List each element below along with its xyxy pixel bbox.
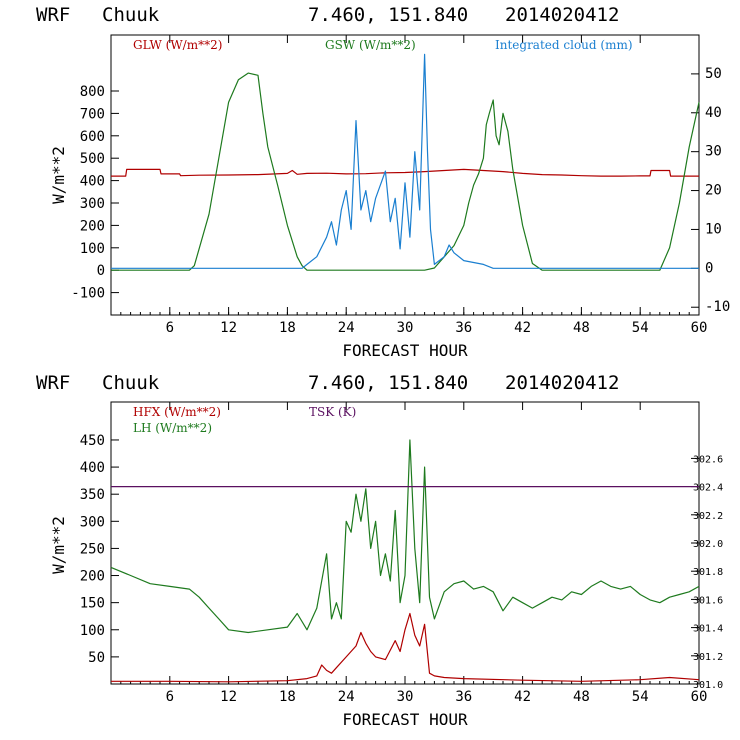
y-tick-label: 200 xyxy=(80,218,105,234)
y2-tick-label: -10 xyxy=(705,299,730,315)
series-line-glw xyxy=(111,168,699,177)
x-ticks-bottom: 6 12 18 24 30 36 42 48 54 60 xyxy=(110,402,708,705)
y2-tick-label: 301.0 xyxy=(693,680,723,691)
y2-ticks-top: -10 0 10 20 30 40 50 xyxy=(691,66,730,315)
y2-tick-label: 302.0 xyxy=(693,539,723,550)
y-tick-label: 600 xyxy=(80,129,105,145)
y-tick-label: 250 xyxy=(80,541,105,557)
x-tick-label: 6 xyxy=(166,320,174,336)
y-ticks-top: -100 0 100 200 300 400 500 600 700 800 xyxy=(71,84,119,302)
header-date-2: 2014020412 xyxy=(505,372,619,394)
y-tick-label: 100 xyxy=(80,623,105,639)
y2-tick-label: 302.4 xyxy=(693,483,723,494)
x-tick-label: 48 xyxy=(573,689,590,705)
x-tick-label: 54 xyxy=(632,689,649,705)
header-location: Chuuk xyxy=(102,4,160,26)
series-line-hfx xyxy=(111,612,700,683)
x-axis-label-bottom: FORECAST HOUR xyxy=(342,710,468,729)
x-tick-label: 24 xyxy=(338,689,355,705)
y2-tick-label: 10 xyxy=(705,221,722,237)
x-tick-label: 36 xyxy=(455,320,472,336)
x-tick-label: 24 xyxy=(338,320,355,336)
header-model-2: WRF xyxy=(36,372,70,394)
x-ticks-top: 6 12 18 24 30 36 42 48 54 60 xyxy=(110,35,708,336)
header-coords: 7.460, 151.840 xyxy=(308,4,468,26)
legend-lh: LH (W/m**2) xyxy=(133,421,212,435)
series-line-lh xyxy=(110,439,700,634)
y-axis-label-top: W/m**2 xyxy=(49,146,68,204)
x-tick-label: 30 xyxy=(397,689,414,705)
legend-cloud: Integrated cloud (mm) xyxy=(495,38,633,52)
y2-tick-label: 302.6 xyxy=(693,454,723,465)
legend-hfx: HFX (W/m**2) xyxy=(133,405,221,419)
header-coords-2: 7.460, 151.840 xyxy=(308,372,468,394)
x-axis-label-top: FORECAST HOUR xyxy=(342,341,468,360)
y-tick-label: 350 xyxy=(80,487,105,503)
chart-bottom: WRF Chuuk 7.460, 151.840 2014020412 6 12 1… xyxy=(36,372,723,729)
x-tick-label: 30 xyxy=(397,320,414,336)
x-tick-label: 36 xyxy=(455,689,472,705)
y-tick-label: 400 xyxy=(80,174,105,190)
series-line-gsw xyxy=(111,72,700,271)
y2-tick-label: 50 xyxy=(705,66,722,82)
y-tick-label: 0 xyxy=(97,263,105,279)
y2-ticks-bottom: 301.0 301.2 301.4 301.6 301.8 302.0 302.2 302.4… xyxy=(691,454,723,691)
y-tick-label: 800 xyxy=(80,84,105,100)
y-tick-label: 150 xyxy=(80,596,105,612)
y2-tick-label: 30 xyxy=(705,144,722,160)
y2-tick-label: 20 xyxy=(705,183,722,199)
header-date: 2014020412 xyxy=(505,4,619,26)
y2-tick-label: 301.4 xyxy=(693,624,723,635)
header-location-2: Chuuk xyxy=(102,372,160,394)
plot-frame-bottom xyxy=(110,401,700,685)
x-tick-label: 18 xyxy=(279,320,296,336)
y2-tick-label: 301.2 xyxy=(693,652,723,663)
x-tick-label: 6 xyxy=(166,689,174,705)
y-tick-label: 300 xyxy=(80,196,105,212)
y-tick-label: 450 xyxy=(80,433,105,449)
y-tick-label: -100 xyxy=(71,286,105,302)
x-tick-label: 60 xyxy=(691,320,708,336)
y-axis-label-bottom: W/m**2 xyxy=(49,516,68,574)
y2-tick-label: 302.2 xyxy=(693,511,723,522)
x-tick-label: 54 xyxy=(632,320,649,336)
series-top xyxy=(111,53,700,271)
y-ticks-bottom: 50 100 150 200 250 300 350 400 450 xyxy=(80,433,119,666)
legend-glw: GLW (W/m**2) xyxy=(133,38,222,52)
y-tick-label: 400 xyxy=(80,460,105,476)
y2-tick-label: 40 xyxy=(705,105,722,121)
y-tick-label: 700 xyxy=(80,106,105,122)
y2-tick-label: 301.8 xyxy=(693,567,723,578)
series-line-integrated xyxy=(111,53,699,269)
x-tick-label: 42 xyxy=(514,689,531,705)
y-tick-label: 50 xyxy=(88,650,105,666)
x-tick-label: 48 xyxy=(573,320,590,336)
x-tick-label: 12 xyxy=(220,689,237,705)
x-tick-label: 42 xyxy=(514,320,531,336)
legend-tsk: TSK (K) xyxy=(309,405,356,419)
y-tick-label: 200 xyxy=(80,569,105,585)
x-tick-label: 12 xyxy=(220,320,237,336)
chart-top: WRF Chuuk 7.460, 151.840 2014020412 6 12 1… xyxy=(36,4,730,360)
y2-tick-label: 301.6 xyxy=(693,595,723,606)
y2-tick-label: 0 xyxy=(705,260,713,276)
x-tick-label: 18 xyxy=(279,689,296,705)
series-bottom xyxy=(110,439,700,683)
x-tick-label: 60 xyxy=(691,689,708,705)
legend-gsw: GSW (W/m**2) xyxy=(325,38,416,52)
y-tick-label: 300 xyxy=(80,514,105,530)
y-tick-label: 500 xyxy=(80,151,105,167)
header-model: WRF xyxy=(36,4,70,26)
y-tick-label: 100 xyxy=(80,241,105,257)
